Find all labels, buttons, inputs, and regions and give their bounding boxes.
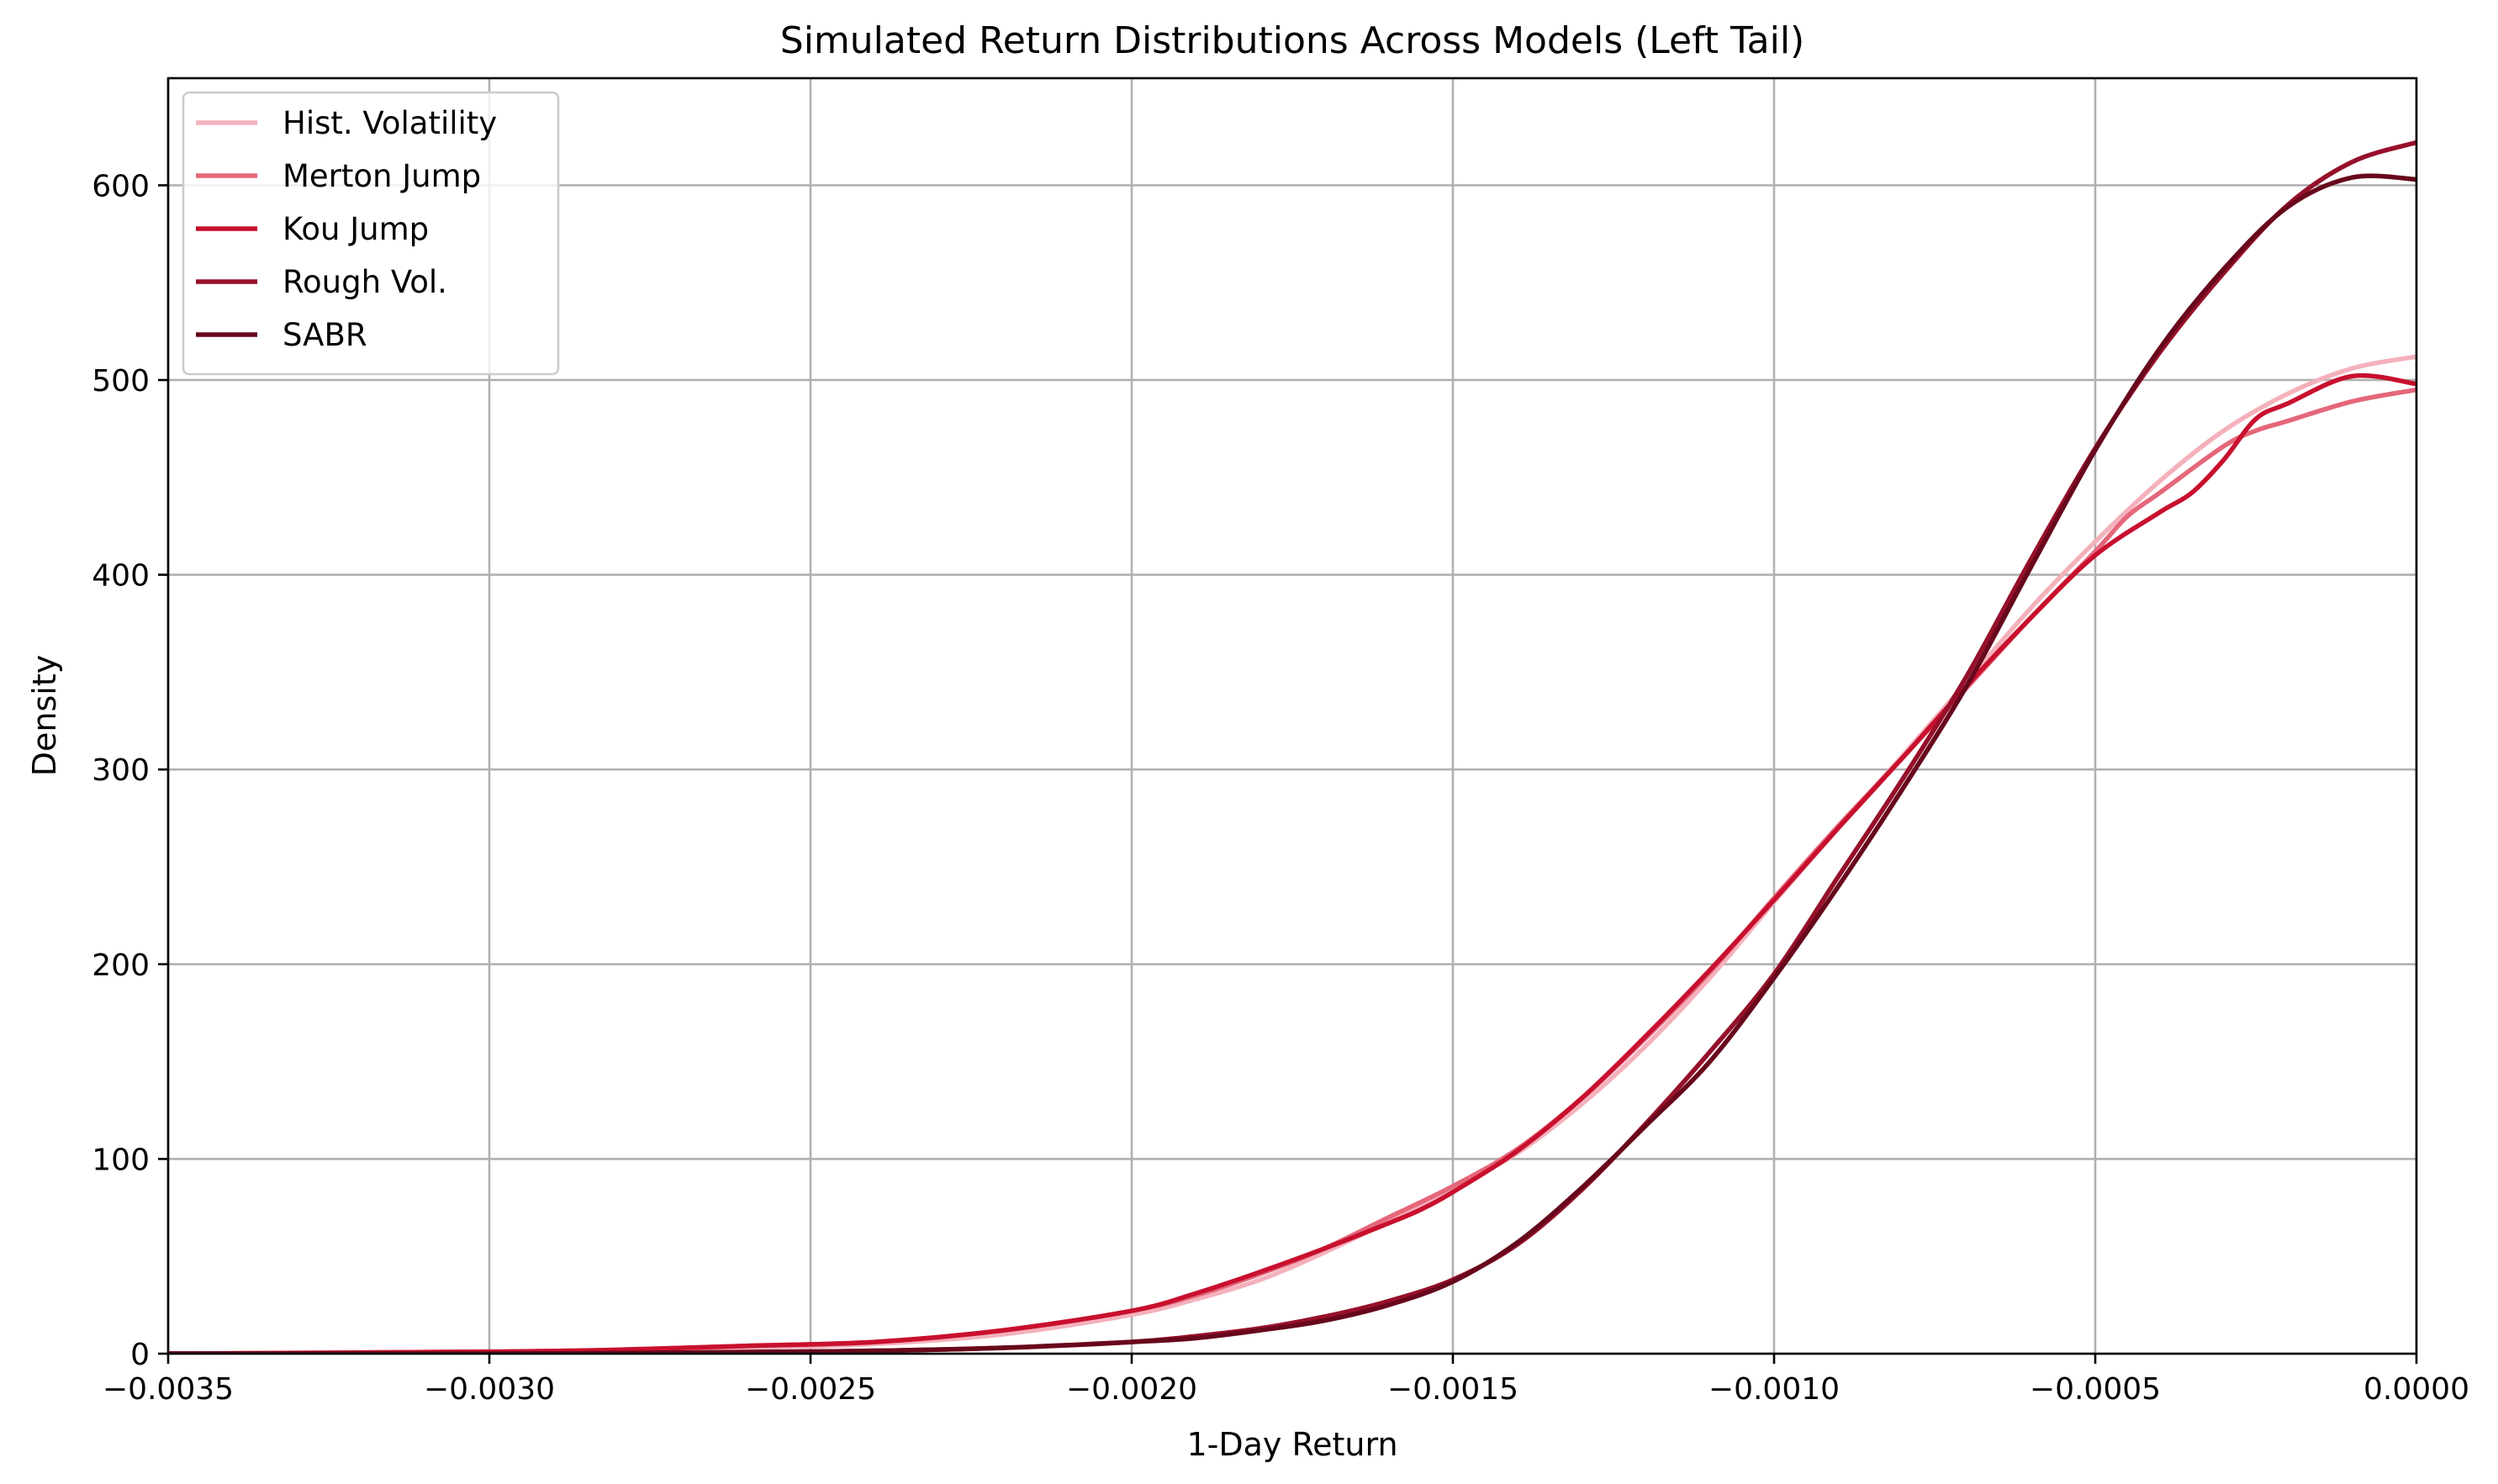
x-tick-label: −0.0020 <box>1066 1372 1197 1407</box>
series-line-sabr <box>168 173 2416 1354</box>
series-line-kou-jump <box>168 372 2416 1354</box>
y-tick-label: 400 <box>92 559 150 594</box>
x-axis-label: 1-Day Return <box>1186 1426 1397 1463</box>
x-tick-label: −0.0010 <box>1708 1372 1840 1407</box>
legend-label-rough-vol: Rough Vol. <box>283 264 447 300</box>
legend-box <box>182 91 560 376</box>
legend-label-sabr: SABR <box>283 317 367 353</box>
y-tick-label: 100 <box>92 1143 150 1177</box>
y-axis-label: Density <box>26 655 63 776</box>
axis-ticks: −0.0035 −0.0030 −0.0025 −0.0020 −0.0015 −0.00… <box>92 169 2469 1407</box>
legend-label-merton-jump: Merton Jump <box>283 158 481 194</box>
legend-label-hist-volatility: Hist. Volatility <box>283 105 497 141</box>
y-tick-label: 500 <box>92 364 150 399</box>
y-tick-label: 0 <box>130 1338 150 1372</box>
legend: Hist. Volatility Merton Jump Kou Jump Rough… <box>182 91 560 376</box>
axes-frame <box>166 77 2418 1355</box>
legend-label-kou-jump: Kou Jump <box>283 211 429 247</box>
x-tick-label: −0.0025 <box>745 1372 876 1407</box>
x-tick-label: −0.0030 <box>424 1372 555 1407</box>
x-tick-label: −0.0015 <box>1387 1372 1518 1407</box>
x-tick-label: −0.0005 <box>2030 1372 2161 1407</box>
y-tick-label: 600 <box>92 169 150 203</box>
chart-title: Simulated Return Distributions Across Mo… <box>780 19 1804 62</box>
plot-area <box>168 140 2416 1354</box>
x-tick-label: −0.0035 <box>103 1372 234 1407</box>
y-tick-label: 200 <box>92 948 150 983</box>
y-tick-label: 300 <box>92 753 150 788</box>
x-tick-label: 0.0000 <box>2363 1372 2469 1407</box>
